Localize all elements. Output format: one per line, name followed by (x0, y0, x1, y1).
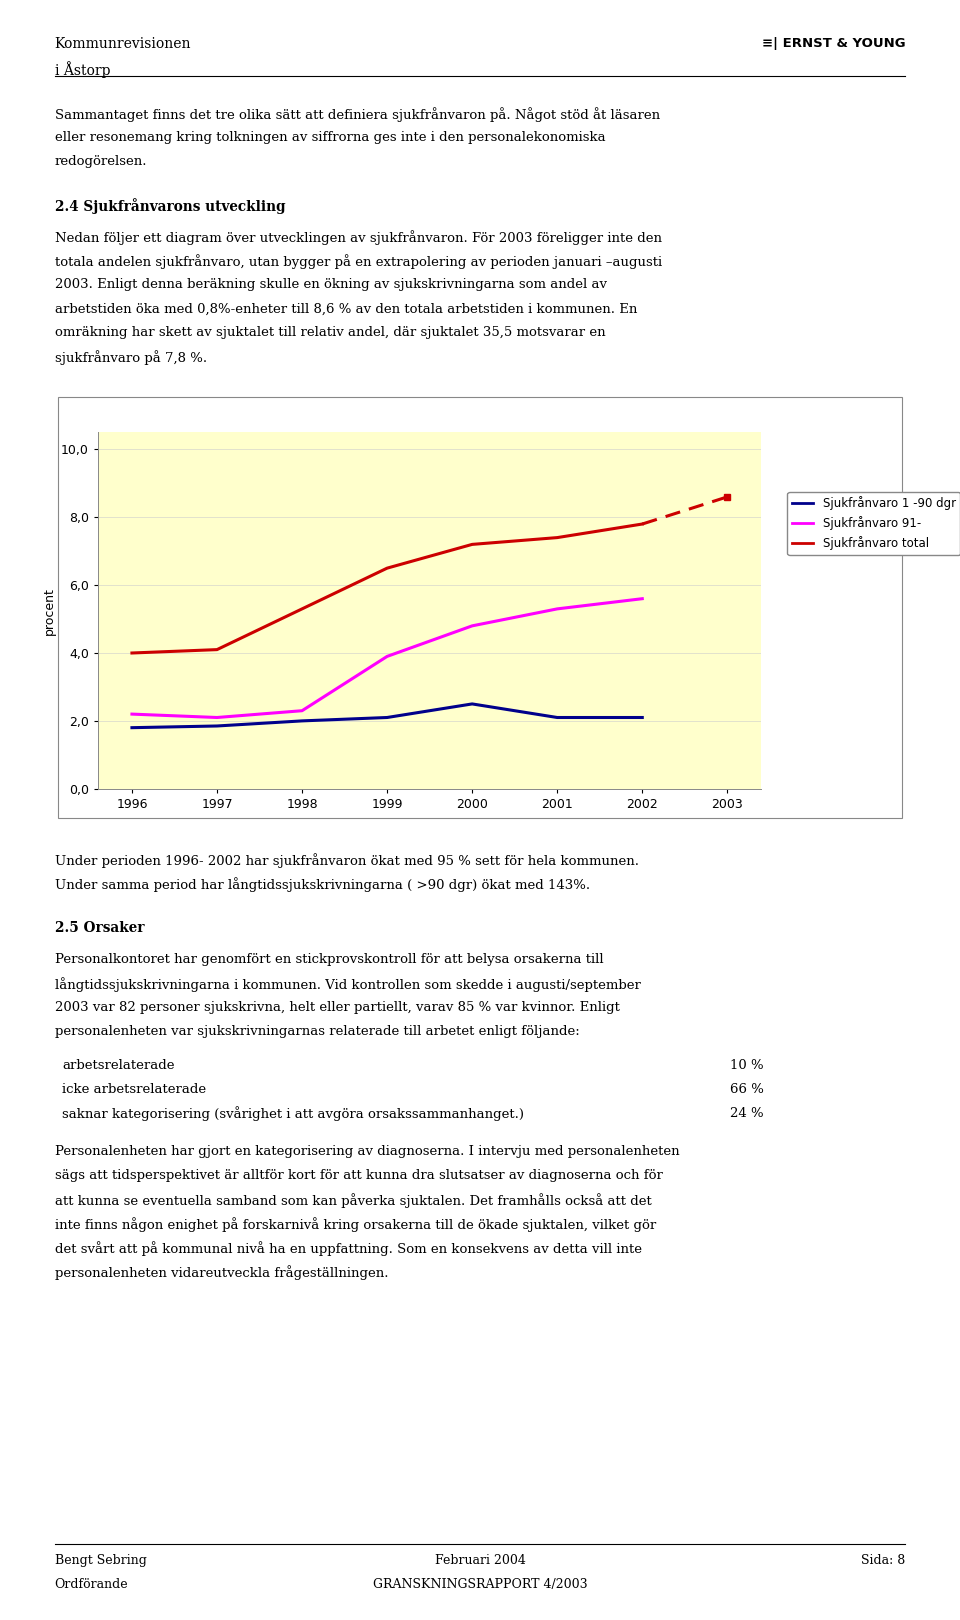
Y-axis label: procent: procent (42, 586, 56, 635)
Text: 2003 var 82 personer sjukskrivna, helt eller partiellt, varav 85 % var kvinnor. : 2003 var 82 personer sjukskrivna, helt e… (55, 1001, 619, 1014)
Text: saknar kategorisering (svårighet i att avgöra orsakssammanhanget.): saknar kategorisering (svårighet i att a… (62, 1106, 524, 1121)
Text: 66 %: 66 % (730, 1082, 763, 1095)
Text: att kunna se eventuella samband som kan påverka sjuktalen. Det framhålls också a: att kunna se eventuella samband som kan … (55, 1192, 652, 1209)
Text: sjukfrånvaro på 7,8 %.: sjukfrånvaro på 7,8 %. (55, 350, 206, 364)
Text: långtidssjukskrivningarna i kommunen. Vid kontrollen som skedde i augusti/septem: långtidssjukskrivningarna i kommunen. Vi… (55, 977, 640, 991)
Text: 10 %: 10 % (730, 1058, 763, 1071)
Text: personalenheten vidareutveckla frågeställningen.: personalenheten vidareutveckla frågestäl… (55, 1265, 388, 1280)
Text: 24 %: 24 % (730, 1106, 763, 1119)
Text: 2.5 Orsaker: 2.5 Orsaker (55, 920, 144, 935)
Text: GRANSKNINGSRAPPORT 4/2003: GRANSKNINGSRAPPORT 4/2003 (372, 1578, 588, 1591)
Text: icke arbetsrelaterade: icke arbetsrelaterade (62, 1082, 206, 1095)
Text: Kommunrevisionen: Kommunrevisionen (55, 37, 191, 52)
Text: eller resonemang kring tolkningen av siffrorna ges inte i den personalekonomiska: eller resonemang kring tolkningen av sif… (55, 131, 606, 144)
Text: Nedan följer ett diagram över utvecklingen av sjukfrånvaron. För 2003 föreligger: Nedan följer ett diagram över utveckling… (55, 230, 661, 245)
Text: Under samma period har långtidssjukskrivningarna ( >90 dgr) ökat med 143%.: Under samma period har långtidssjukskriv… (55, 878, 589, 893)
Text: 2.4 Sjukfrånvarons utveckling: 2.4 Sjukfrånvarons utveckling (55, 198, 285, 214)
Text: omräkning har skett av sjuktalet till relativ andel, där sjuktalet 35,5 motsvara: omräkning har skett av sjuktalet till re… (55, 326, 606, 339)
Text: Februari 2004: Februari 2004 (435, 1554, 525, 1567)
Text: personalenheten var sjukskrivningarnas relaterade till arbetet enligt följande:: personalenheten var sjukskrivningarnas r… (55, 1025, 580, 1038)
Text: Personalkontoret har genomfört en stickprovskontroll för att belysa orsakerna ti: Personalkontoret har genomfört en stickp… (55, 953, 603, 966)
Text: Bengt Sebring: Bengt Sebring (55, 1554, 147, 1567)
Text: ≡| ERNST & YOUNG: ≡| ERNST & YOUNG (761, 37, 905, 50)
Text: det svårt att på kommunal nivå ha en uppfattning. Som en konsekvens av detta vil: det svårt att på kommunal nivå ha en upp… (55, 1241, 641, 1256)
Text: 2003. Enligt denna beräkning skulle en ökning av sjukskrivningarna som andel av: 2003. Enligt denna beräkning skulle en ö… (55, 279, 607, 292)
Text: Sammantaget finns det tre olika sätt att definiera sjukfrånvaron på. Något stöd : Sammantaget finns det tre olika sätt att… (55, 107, 660, 122)
Text: i Åstorp: i Åstorp (55, 62, 110, 78)
Legend: Sjukfrånvaro 1 -90 dgr, Sjukfrånvaro 91-, Sjukfrånvaro total: Sjukfrånvaro 1 -90 dgr, Sjukfrånvaro 91-… (787, 492, 960, 556)
Text: Ordförande: Ordförande (55, 1578, 129, 1591)
Text: sägs att tidsperspektivet är alltför kort för att kunna dra slutsatser av diagno: sägs att tidsperspektivet är alltför kor… (55, 1170, 662, 1183)
Text: totala andelen sjukfrånvaro, utan bygger på en extrapolering av perioden januari: totala andelen sjukfrånvaro, utan bygger… (55, 254, 661, 269)
Text: redogörelsen.: redogörelsen. (55, 156, 147, 168)
Text: arbetstiden öka med 0,8%-enheter till 8,6 % av den totala arbetstiden i kommunen: arbetstiden öka med 0,8%-enheter till 8,… (55, 303, 637, 316)
Text: Sida: 8: Sida: 8 (861, 1554, 905, 1567)
Text: Under perioden 1996- 2002 har sjukfrånvaron ökat med 95 % sett för hela kommunen: Under perioden 1996- 2002 har sjukfrånva… (55, 854, 638, 868)
Text: inte finns någon enighet på forskarnivå kring orsakerna till de ökade sjuktalen,: inte finns någon enighet på forskarnivå … (55, 1217, 656, 1231)
Text: Personalenheten har gjort en kategorisering av diagnoserna. I intervju med perso: Personalenheten har gjort en kategoriser… (55, 1145, 680, 1158)
Text: arbetsrelaterade: arbetsrelaterade (62, 1058, 175, 1071)
